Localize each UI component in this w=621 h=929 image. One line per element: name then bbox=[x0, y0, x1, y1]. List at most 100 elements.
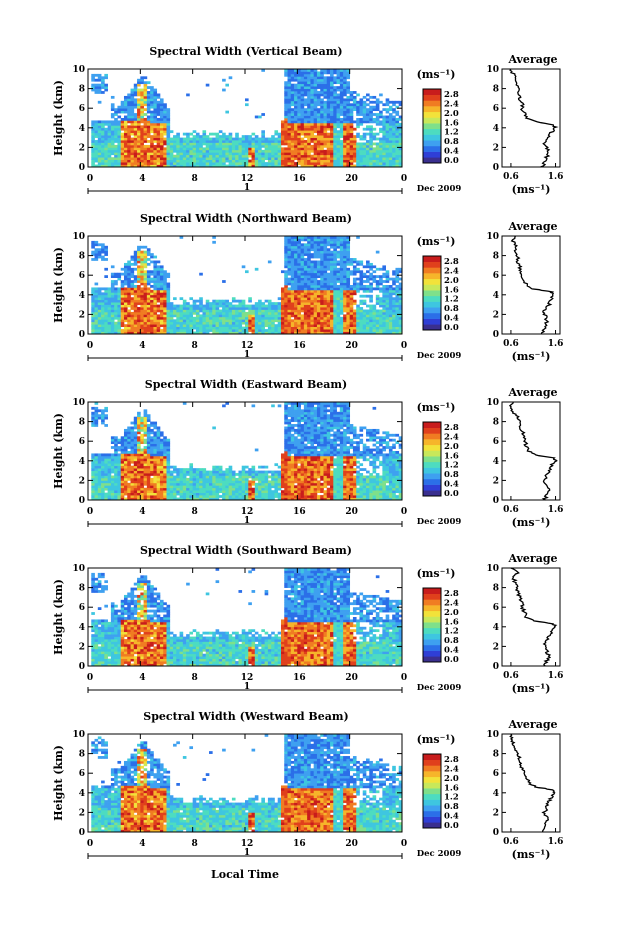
heatmap-cell bbox=[114, 490, 118, 493]
heatmap-cell bbox=[192, 311, 197, 315]
heatmap-cell bbox=[156, 292, 161, 296]
heatmap-cell bbox=[123, 453, 128, 457]
heatmap-cell bbox=[349, 91, 354, 94]
heatmap-cell bbox=[343, 91, 347, 94]
heatmap-cell bbox=[209, 157, 213, 160]
heatmap-cell bbox=[323, 159, 328, 163]
heatmap-cell bbox=[320, 140, 324, 143]
heatmap-cell bbox=[287, 118, 292, 121]
heatmap-cell bbox=[153, 93, 158, 97]
heatmap-cell bbox=[375, 316, 380, 320]
heatmap-cell bbox=[349, 103, 354, 107]
heatmap-cell bbox=[362, 115, 367, 119]
heatmap-cell bbox=[330, 118, 334, 121]
heatmap-cell bbox=[287, 297, 292, 301]
heatmap-cell bbox=[362, 294, 367, 298]
heatmap-cell bbox=[349, 152, 354, 156]
heatmap-cell bbox=[320, 164, 324, 168]
heatmap-cell bbox=[140, 287, 144, 291]
heatmap-cell bbox=[333, 316, 337, 320]
heatmap-cell bbox=[280, 135, 285, 138]
heatmap-cell bbox=[173, 309, 177, 313]
heatmap-cell bbox=[97, 255, 102, 259]
heatmap-cell bbox=[140, 118, 144, 121]
heatmap-cell bbox=[290, 265, 295, 269]
heatmap-cell bbox=[339, 118, 344, 121]
heatmap-cell bbox=[320, 152, 324, 156]
heatmap-cell bbox=[330, 299, 334, 303]
heatmap-cell bbox=[330, 86, 334, 89]
heatmap-cell bbox=[146, 329, 151, 332]
heatmap-cell bbox=[123, 465, 128, 469]
heatmap-cell bbox=[97, 497, 102, 501]
heatmap-cell bbox=[297, 103, 301, 107]
heatmap-cell bbox=[359, 321, 364, 325]
heatmap-cell bbox=[212, 307, 216, 310]
heatmap-cell bbox=[336, 100, 341, 104]
heatmap-cell bbox=[254, 147, 259, 151]
heatmap-cell bbox=[143, 260, 148, 264]
heatmap-cell bbox=[294, 73, 298, 77]
profile-xlabel: (ms⁻¹) bbox=[512, 183, 551, 196]
heatmap-cell bbox=[330, 238, 334, 242]
heatmap-cell bbox=[104, 144, 108, 148]
heatmap-cell bbox=[385, 311, 390, 315]
heatmap-cell bbox=[316, 262, 321, 266]
heatmap-cell bbox=[101, 297, 105, 301]
heatmap-cell bbox=[192, 164, 197, 168]
heatmap-cell bbox=[107, 287, 112, 291]
heatmap-cell bbox=[313, 122, 318, 126]
heatmap-cell bbox=[241, 329, 246, 332]
heatmap-cell bbox=[339, 86, 344, 89]
heatmap-cell bbox=[346, 83, 351, 87]
heatmap-cell bbox=[97, 314, 102, 318]
colorbar-tick-label: 0.4 bbox=[444, 314, 459, 324]
heatmap-cell bbox=[362, 329, 367, 332]
heatmap-cell bbox=[333, 311, 337, 315]
heatmap-cell bbox=[382, 326, 386, 330]
heatmap-cell bbox=[297, 324, 301, 327]
heatmap-cell bbox=[156, 282, 161, 286]
heatmap-cell bbox=[346, 267, 351, 271]
heatmap-cell bbox=[379, 316, 383, 320]
heatmap-cell bbox=[359, 324, 364, 327]
heatmap-cell bbox=[280, 147, 285, 151]
heatmap-cell bbox=[146, 299, 151, 303]
heatmap-cell bbox=[110, 460, 115, 464]
heatmap-cell bbox=[189, 132, 194, 136]
heatmap-cell bbox=[294, 125, 298, 129]
colorbar-swatch bbox=[423, 145, 441, 152]
heatmap-cell bbox=[114, 159, 118, 163]
heatmap-cell bbox=[254, 331, 259, 335]
heatmap-cell bbox=[310, 307, 315, 310]
colorbar-tick-label: 2.0 bbox=[444, 109, 459, 119]
heatmap-cell bbox=[284, 81, 288, 85]
heatmap-cell bbox=[323, 118, 328, 121]
heatmap-cell bbox=[307, 238, 311, 242]
heatmap-cell bbox=[307, 91, 311, 94]
heatmap-cell bbox=[287, 108, 292, 111]
heatmap-cell bbox=[97, 289, 102, 293]
heatmap-cell bbox=[186, 137, 190, 141]
heatmap-cell bbox=[343, 267, 347, 271]
heatmap-cell bbox=[330, 137, 334, 141]
heatmap-cell bbox=[120, 287, 125, 291]
heatmap-cell bbox=[280, 157, 285, 160]
heatmap-cell bbox=[186, 149, 190, 153]
heatmap-cell bbox=[235, 147, 239, 151]
heatmap-cell bbox=[195, 149, 200, 153]
heatmap-cell bbox=[333, 147, 337, 151]
heatmap-cell bbox=[398, 100, 403, 104]
heatmap-cell bbox=[316, 162, 321, 165]
heatmap-cell bbox=[225, 311, 229, 315]
heatmap-cell bbox=[294, 316, 298, 320]
heatmap-cell bbox=[336, 103, 341, 107]
heatmap-cell bbox=[280, 302, 285, 305]
heatmap-cell bbox=[101, 319, 105, 323]
heatmap-cell bbox=[343, 331, 347, 335]
heatmap-cell bbox=[251, 331, 256, 335]
heatmap-cell bbox=[294, 132, 298, 136]
heatmap-cell bbox=[349, 294, 354, 298]
heatmap-cell bbox=[346, 142, 351, 146]
heatmap-cell bbox=[336, 245, 341, 249]
